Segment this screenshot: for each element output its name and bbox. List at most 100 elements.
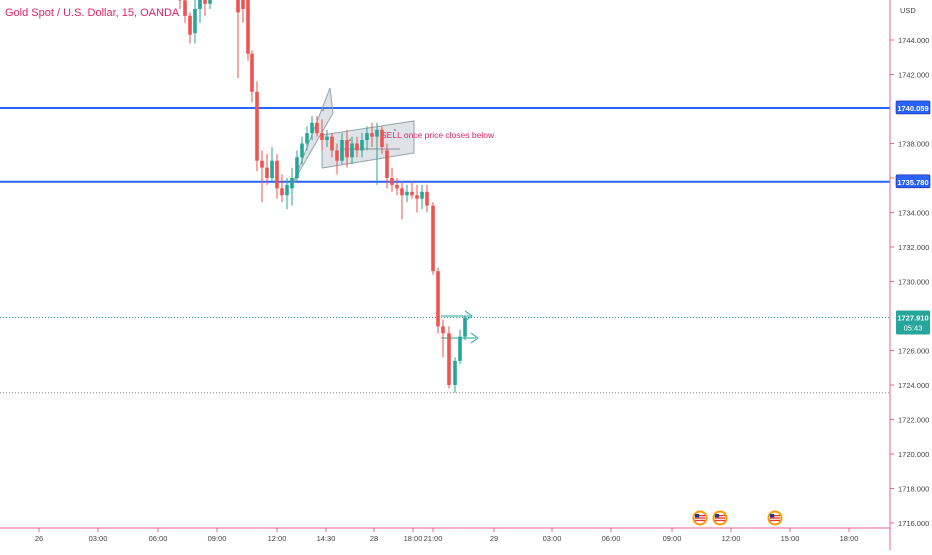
price-tick-label: 1744.000 <box>898 36 929 45</box>
price-tick-label: 1730.000 <box>898 278 929 287</box>
candle-down[interactable] <box>188 16 192 35</box>
price-tick-label: 1716.000 <box>898 519 929 528</box>
time-tick-label: 18:00 <box>840 534 859 543</box>
candle-up[interactable] <box>310 123 314 133</box>
time-tick-label: 21:00 <box>424 534 443 543</box>
candle-up[interactable] <box>305 133 309 143</box>
candle-down[interactable] <box>255 92 259 161</box>
candle-up[interactable] <box>405 192 409 195</box>
flag-canton <box>695 514 699 517</box>
time-tick-label: 28 <box>370 534 378 543</box>
candle-down[interactable] <box>335 150 339 160</box>
candle-up[interactable] <box>340 140 344 161</box>
time-tick-label: 06:00 <box>149 534 168 543</box>
bar-countdown-label: 05:43 <box>904 324 923 333</box>
current-price-label: 1727.910 <box>897 314 928 323</box>
candle-down[interactable] <box>265 168 269 178</box>
candle-down[interactable] <box>345 140 349 157</box>
candle-up[interactable] <box>365 133 369 140</box>
time-tick-label: 12:00 <box>722 534 741 543</box>
flag-channel-drawing[interactable] <box>322 121 414 168</box>
flag-stripe <box>715 520 725 521</box>
price-tick-label: 1722.000 <box>898 416 929 425</box>
candle-down[interactable] <box>330 137 334 151</box>
price-tick-label: 1724.000 <box>898 381 929 390</box>
candle-up[interactable] <box>300 144 304 158</box>
candle-up[interactable] <box>360 140 364 150</box>
candle-down[interactable] <box>431 206 435 272</box>
time-tick-label: 15:00 <box>781 534 800 543</box>
time-tick-label: 03:00 <box>89 534 108 543</box>
levels-layer <box>0 108 890 393</box>
candle-up[interactable] <box>420 192 424 199</box>
price-tick-label: 1742.000 <box>898 71 929 80</box>
candle-up[interactable] <box>208 0 212 4</box>
time-tick-label: 29 <box>490 534 498 543</box>
candle-up[interactable] <box>285 185 289 195</box>
candle-up[interactable] <box>350 144 354 158</box>
candle-down[interactable] <box>203 0 207 4</box>
us-flag-event-icon[interactable] <box>768 511 783 526</box>
candle-down[interactable] <box>355 144 359 151</box>
candle-down[interactable] <box>246 0 250 54</box>
flag-stripe <box>715 517 725 518</box>
chart-title: Gold Spot / U.S. Dollar, 15, OANDA <box>5 7 179 19</box>
time-tick-label: 06:00 <box>602 534 621 543</box>
candle-up[interactable] <box>325 137 329 140</box>
level-price-label: 1740.059 <box>897 104 928 113</box>
candle-down[interactable] <box>380 130 384 147</box>
candle-down[interactable] <box>385 150 389 178</box>
candle-down[interactable] <box>320 133 324 140</box>
price-tick-label: 1720.000 <box>898 450 929 459</box>
candle-down[interactable] <box>415 195 419 198</box>
candle-up[interactable] <box>463 318 467 337</box>
time-tick-label: 18:00 <box>404 534 423 543</box>
flag-stripe <box>770 520 780 521</box>
candle-up[interactable] <box>193 9 197 33</box>
candle-down[interactable] <box>436 271 440 326</box>
price-tick-label: 1732.000 <box>898 243 929 252</box>
flag-canton <box>770 514 774 517</box>
time-tick-label: 09:00 <box>208 534 227 543</box>
candle-down[interactable] <box>370 133 374 136</box>
us-flag-event-icon[interactable] <box>693 511 708 526</box>
candle-down[interactable] <box>236 0 240 12</box>
candle-up[interactable] <box>295 157 299 178</box>
candle-down[interactable] <box>441 326 445 333</box>
candle-down[interactable] <box>390 178 394 185</box>
candle-down[interactable] <box>275 161 279 189</box>
time-tick-label: 03:00 <box>543 534 562 543</box>
price-tick-label: 1734.000 <box>898 209 929 218</box>
candle-down[interactable] <box>280 188 284 195</box>
candle-down[interactable] <box>315 123 319 133</box>
candle-down[interactable] <box>400 188 404 195</box>
candle-up[interactable] <box>458 337 462 361</box>
candle-down[interactable] <box>250 54 254 92</box>
sell-annotation-text: SELL once price closes below <box>381 130 495 140</box>
us-flag-event-icon[interactable] <box>713 511 728 526</box>
candle-up[interactable] <box>290 178 294 188</box>
candle-up[interactable] <box>453 361 457 385</box>
candle-down[interactable] <box>425 192 429 206</box>
candle-down[interactable] <box>447 333 451 385</box>
price-tick-label: 1738.000 <box>898 140 929 149</box>
projection-arrow-icon <box>441 311 472 321</box>
candles-layer <box>178 0 467 393</box>
candle-up[interactable] <box>270 161 274 178</box>
flag-stripe <box>695 520 705 521</box>
candle-down[interactable] <box>395 185 399 188</box>
candle-down[interactable] <box>410 192 414 195</box>
price-tick-label: 1726.000 <box>898 347 929 356</box>
time-tick-label: 26 <box>35 534 43 543</box>
candle-up[interactable] <box>375 130 379 137</box>
candle-down[interactable] <box>260 161 264 168</box>
candle-up[interactable] <box>198 0 202 9</box>
candle-down[interactable] <box>183 0 187 16</box>
time-tick-label: 12:00 <box>268 534 287 543</box>
candle-down[interactable] <box>241 0 245 9</box>
price-axis-currency: USD <box>900 6 916 15</box>
